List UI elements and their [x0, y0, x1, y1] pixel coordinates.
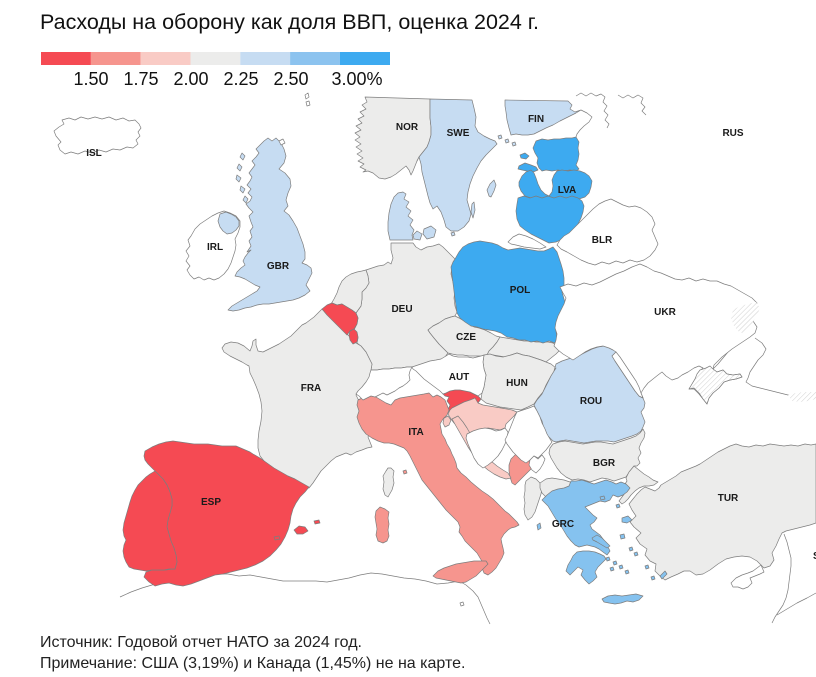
- svg-text:GRC: GRC: [552, 519, 574, 530]
- svg-text:CZE: CZE: [456, 332, 476, 343]
- svg-text:3.00%: 3.00%: [331, 69, 382, 89]
- svg-text:2.25: 2.25: [223, 69, 258, 89]
- svg-text:SYR: SYR: [813, 551, 816, 562]
- svg-text:ROU: ROU: [580, 396, 602, 407]
- svg-text:LVA: LVA: [558, 185, 577, 196]
- svg-text:BLR: BLR: [592, 235, 613, 246]
- svg-text:Источник: Годовой отчет НАТО з: Источник: Годовой отчет НАТО за 2024 год…: [40, 634, 362, 651]
- svg-text:GBR: GBR: [267, 261, 290, 272]
- svg-text:1.50: 1.50: [73, 69, 108, 89]
- svg-text:HUN: HUN: [506, 378, 528, 389]
- svg-text:ITA: ITA: [408, 427, 423, 438]
- svg-text:Расходы на оборону как доля ВВ: Расходы на оборону как доля ВВП, оценка …: [40, 10, 539, 34]
- svg-text:2.50: 2.50: [273, 69, 308, 89]
- svg-text:NOR: NOR: [396, 122, 419, 133]
- svg-text:TUR: TUR: [718, 493, 739, 504]
- svg-text:FIN: FIN: [528, 114, 544, 125]
- svg-text:ISL: ISL: [86, 148, 102, 159]
- svg-text:IRL: IRL: [207, 242, 223, 253]
- svg-text:FRA: FRA: [301, 383, 322, 394]
- svg-text:2.00: 2.00: [173, 69, 208, 89]
- svg-text:RUS: RUS: [722, 128, 743, 139]
- svg-text:DEU: DEU: [391, 304, 412, 315]
- svg-text:1.75: 1.75: [123, 69, 158, 89]
- svg-text:SWE: SWE: [447, 128, 470, 139]
- svg-text:UKR: UKR: [654, 307, 676, 318]
- svg-text:Примечание: США (3,19%) и Кана: Примечание: США (3,19%) и Канада (1,45%)…: [40, 655, 465, 672]
- svg-text:BGR: BGR: [593, 458, 616, 469]
- svg-text:AUT: AUT: [449, 372, 470, 383]
- svg-text:POL: POL: [510, 285, 531, 296]
- svg-text:ESP: ESP: [201, 497, 221, 508]
